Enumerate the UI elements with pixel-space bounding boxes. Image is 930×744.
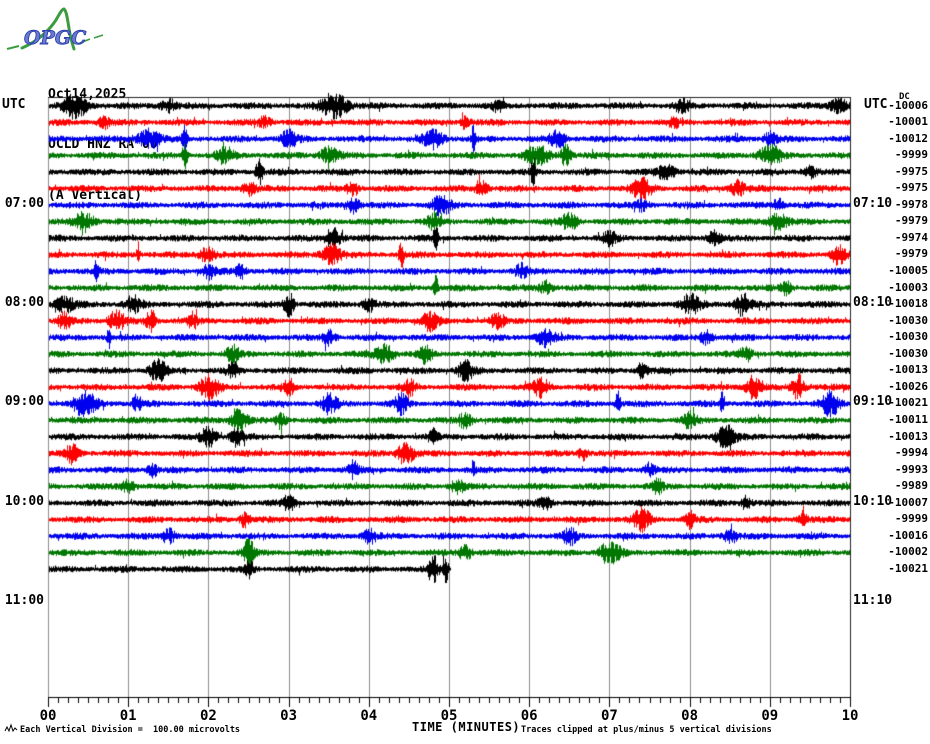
dc-value: -10011 — [888, 412, 928, 426]
hour-label-right: 11:10 — [853, 593, 893, 608]
dc-value: -10030 — [888, 346, 928, 360]
minute-label: 05 — [440, 708, 458, 724]
dc-value: -9993 — [894, 462, 928, 476]
dc-value: -10001 — [888, 115, 928, 129]
hour-label-left: 07:00 — [4, 195, 44, 211]
dc-value: -10002 — [888, 545, 928, 559]
minute-label: 00 — [39, 708, 57, 724]
dc-value: -10030 — [888, 313, 928, 327]
hour-label-left: 10:00 — [4, 493, 44, 509]
dc-value: -10007 — [888, 495, 928, 509]
minute-label: 02 — [199, 708, 217, 724]
minute-label: 04 — [360, 708, 378, 724]
minute-label: 08 — [681, 708, 699, 724]
hour-label-right: 07:10 — [853, 195, 893, 211]
dc-value: -10018 — [888, 297, 928, 311]
dc-value: -10013 — [888, 429, 928, 443]
dc-value: -9989 — [894, 479, 928, 493]
dc-value: -10012 — [888, 131, 928, 145]
clipping-note: Traces clipped at plus/minus 5 vertical … — [521, 725, 772, 735]
dc-value: -9999 — [894, 512, 928, 526]
minute-label: 07 — [600, 708, 618, 724]
dc-value: -9978 — [894, 197, 928, 211]
dc-value: -10026 — [888, 379, 928, 393]
dc-value: -9975 — [894, 181, 928, 195]
hour-label-left: 08:00 — [4, 295, 44, 311]
hour-label-left: 09:00 — [4, 394, 44, 410]
dc-value: -10021 — [888, 396, 928, 410]
hour-label-right: 08:10 — [853, 295, 893, 311]
hour-label-right: 10:10 — [853, 493, 893, 509]
x-axis-title: TIME (MINUTES) — [412, 720, 521, 734]
dc-value: -10030 — [888, 330, 928, 344]
dc-value: -10006 — [888, 98, 928, 112]
dc-value: -10016 — [888, 528, 928, 542]
hour-label-right: 09:10 — [853, 394, 893, 410]
dc-value: -9979 — [894, 214, 928, 228]
dc-value: -9974 — [894, 230, 928, 244]
minute-label: 01 — [119, 708, 137, 724]
dc-value: -10003 — [888, 280, 928, 294]
vertical-division-note: Each Vertical Division = 100.00 microvol… — [20, 725, 241, 735]
minute-label: 10 — [841, 708, 859, 724]
dc-value: -10005 — [888, 264, 928, 277]
dc-value: -9975 — [894, 164, 928, 178]
minute-label: 06 — [520, 708, 538, 724]
minute-label: 03 — [280, 708, 298, 724]
dc-value: -10013 — [888, 363, 928, 377]
dc-value: -9999 — [894, 148, 928, 162]
footer-mark-icon — [4, 723, 18, 733]
dc-value: -9994 — [894, 446, 928, 460]
minute-label: 09 — [761, 708, 779, 724]
dc-value: -9979 — [894, 247, 928, 261]
hour-label-left: 11:00 — [4, 593, 44, 608]
dc-value: -10021 — [888, 561, 928, 575]
